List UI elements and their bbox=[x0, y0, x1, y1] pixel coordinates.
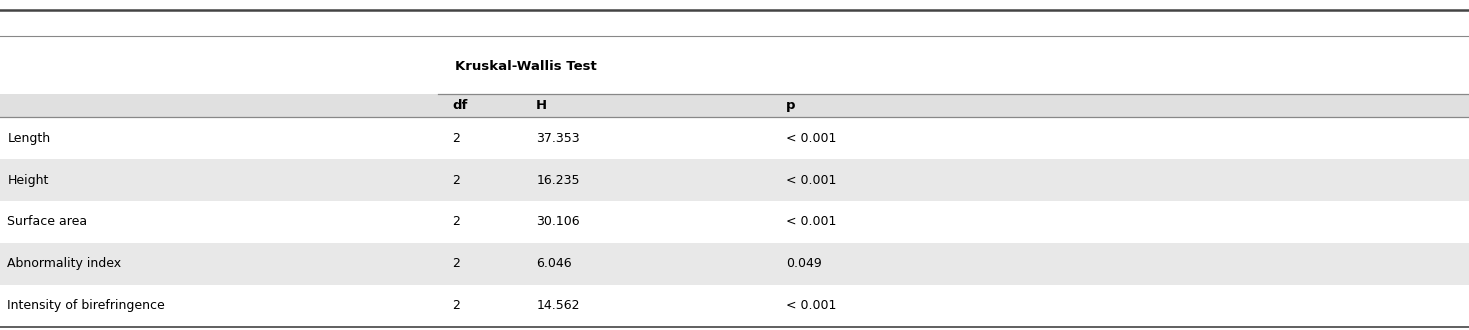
Text: Length: Length bbox=[7, 132, 50, 145]
Text: 6.046: 6.046 bbox=[536, 257, 571, 270]
Text: 0.049: 0.049 bbox=[786, 257, 821, 270]
Text: Kruskal-Wallis Test: Kruskal-Wallis Test bbox=[455, 59, 596, 73]
Text: Abnormality index: Abnormality index bbox=[7, 257, 122, 270]
Text: 2: 2 bbox=[452, 215, 460, 228]
Bar bbox=[0, 10, 1469, 36]
Text: Surface area: Surface area bbox=[7, 215, 88, 228]
Text: 30.106: 30.106 bbox=[536, 215, 580, 228]
Text: 37.353: 37.353 bbox=[536, 132, 580, 145]
Text: Height: Height bbox=[7, 174, 48, 186]
Text: 2: 2 bbox=[452, 132, 460, 145]
Text: Intensity of birefringence: Intensity of birefringence bbox=[7, 299, 165, 312]
Bar bbox=[0, 94, 1469, 117]
Bar bbox=[0, 117, 1469, 159]
Text: H: H bbox=[536, 99, 548, 112]
Bar bbox=[0, 243, 1469, 285]
Text: df: df bbox=[452, 99, 467, 112]
Text: < 0.001: < 0.001 bbox=[786, 174, 836, 186]
Text: 2: 2 bbox=[452, 174, 460, 186]
Text: < 0.001: < 0.001 bbox=[786, 299, 836, 312]
Text: 2: 2 bbox=[452, 299, 460, 312]
Text: < 0.001: < 0.001 bbox=[786, 132, 836, 145]
Text: 16.235: 16.235 bbox=[536, 174, 580, 186]
Bar bbox=[0, 159, 1469, 201]
Text: 14.562: 14.562 bbox=[536, 299, 580, 312]
Bar bbox=[0, 201, 1469, 243]
Text: p: p bbox=[786, 99, 795, 112]
Text: < 0.001: < 0.001 bbox=[786, 215, 836, 228]
Bar bbox=[0, 36, 1469, 94]
Text: 2: 2 bbox=[452, 257, 460, 270]
Bar bbox=[0, 285, 1469, 327]
